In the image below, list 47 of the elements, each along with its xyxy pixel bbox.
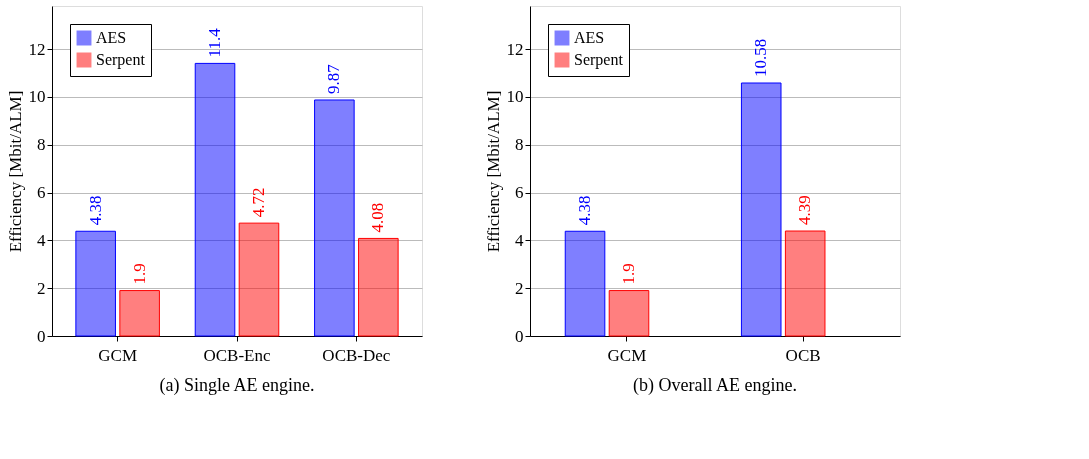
data-label: 9.87: [324, 63, 344, 94]
data-label: 4.08: [368, 202, 388, 233]
y-axis-title: Efficiency [Mbit/ALM]: [483, 90, 503, 253]
legend-label: AES: [574, 29, 605, 46]
bar: [119, 290, 160, 337]
y-tick-label: 0: [37, 326, 46, 346]
y-tick-label: 12: [28, 39, 46, 59]
x-tick-label: OCB: [785, 345, 821, 365]
legend-label: Serpent: [574, 51, 624, 69]
legend-label: AES: [96, 29, 127, 46]
bar: [314, 99, 355, 337]
data-label: 4.38: [575, 195, 595, 226]
y-tick-label: 12: [506, 39, 524, 59]
bar: [238, 222, 280, 337]
x-tick-label: GCM: [607, 345, 647, 365]
y-tick-label: 6: [37, 183, 46, 203]
bar: [358, 237, 399, 337]
x-tick-label: GCM: [98, 345, 138, 365]
data-label: 11.4: [205, 27, 225, 58]
data-label: 1.9: [619, 263, 638, 285]
y-tick-label: 4: [37, 230, 46, 250]
bar: [564, 230, 606, 337]
y-tick-label: 2: [37, 278, 46, 298]
x-tick-label: OCB-Dec: [322, 345, 391, 365]
data-label: 4.38: [85, 195, 105, 226]
bar: [784, 230, 826, 337]
y-tick-label: 8: [37, 135, 46, 155]
bar: [608, 290, 650, 337]
data-label: 10.58: [751, 38, 771, 77]
data-label: 4.39: [795, 195, 815, 226]
legend-label: Serpent: [96, 51, 146, 69]
y-tick-label: 4: [515, 230, 524, 250]
y-tick-label: 8: [515, 135, 524, 155]
y-tick-label: 0: [515, 326, 524, 346]
text: (b) Overall AE engine.: [633, 375, 797, 396]
y-tick-label: 10: [28, 87, 46, 107]
y-tick-label: 2: [515, 278, 524, 298]
bar: [740, 82, 782, 337]
x-tick-label: OCB-Enc: [203, 345, 271, 365]
bar: [75, 230, 116, 337]
y-axis-title: Efficiency [Mbit/ALM]: [5, 90, 25, 253]
text: (a) Single AE engine.: [159, 375, 315, 396]
y-tick-label: 10: [506, 87, 524, 107]
data-label: 1.9: [129, 263, 149, 285]
data-label: 4.72: [248, 187, 268, 218]
y-tick-label: 6: [515, 183, 524, 203]
bar: [194, 62, 236, 337]
